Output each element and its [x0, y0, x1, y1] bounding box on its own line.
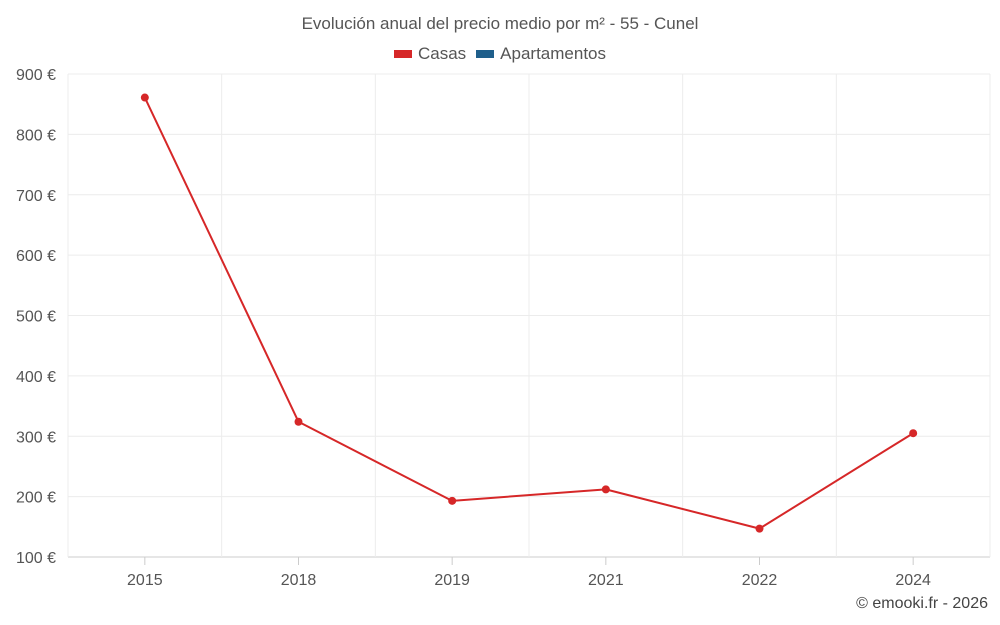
- data-point[interactable]: [755, 524, 764, 533]
- y-tick-label: 300 €: [16, 429, 56, 446]
- y-tick-label: 900 €: [16, 67, 56, 84]
- y-tick-label: 600 €: [16, 248, 56, 265]
- data-point[interactable]: [294, 417, 303, 426]
- x-tick-label: 2021: [588, 572, 624, 589]
- y-tick-label: 800 €: [16, 127, 56, 144]
- data-point[interactable]: [601, 485, 610, 494]
- data-point[interactable]: [140, 93, 149, 102]
- legend-item-apartamentos[interactable]: Apartamentos: [476, 44, 606, 64]
- y-tick-label: 100 €: [16, 550, 56, 567]
- x-tick-label: 2018: [281, 572, 317, 589]
- chart-legend: Casas Apartamentos: [0, 44, 1000, 64]
- y-tick-label: 200 €: [16, 490, 56, 507]
- x-tick-label: 2022: [742, 572, 778, 589]
- x-tick-label: 2015: [127, 572, 163, 589]
- data-point[interactable]: [448, 496, 457, 505]
- data-point[interactable]: [909, 429, 918, 438]
- x-tick-label: 2019: [434, 572, 470, 589]
- legend-label-casas: Casas: [417, 44, 467, 63]
- legend-label-apartamentos: Apartamentos: [500, 44, 607, 63]
- y-tick-label: 500 €: [16, 309, 56, 326]
- chart-title: Evolución anual del precio medio por m² …: [301, 14, 699, 33]
- x-tick-label: 2024: [895, 572, 931, 589]
- legend-swatch-apartamentos: [476, 50, 495, 58]
- legend-swatch-casas: [393, 50, 412, 58]
- legend-item-casas[interactable]: Casas: [393, 44, 467, 64]
- series-line-casas: [143, 97, 914, 530]
- y-tick-label: 700 €: [16, 188, 56, 205]
- y-tick-label: 400 €: [16, 369, 56, 386]
- credit-text: © emooki.fr - 2026: [856, 595, 988, 612]
